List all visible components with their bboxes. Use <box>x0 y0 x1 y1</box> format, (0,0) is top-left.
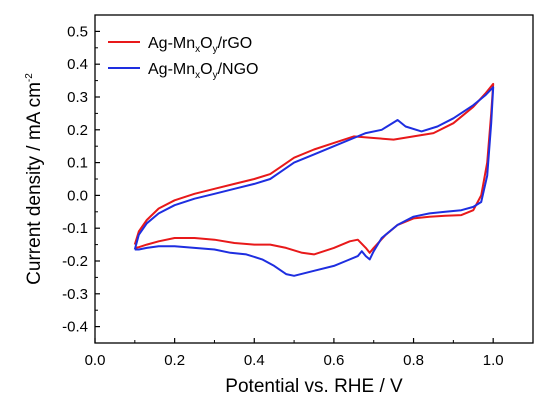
y-axis-title-main: Current density / mA cm <box>24 82 45 285</box>
series-line-ngo <box>133 86 495 277</box>
y-axis-title: Current density / mA cm-2 <box>24 73 45 285</box>
x-tick-label: 0.6 <box>323 352 344 369</box>
x-tick-label: 0.8 <box>403 352 424 369</box>
legend-ngo-sub-x: x <box>195 70 200 81</box>
y-tick-label: 0.4 <box>67 56 88 73</box>
y-tick-label: -0.2 <box>62 253 88 270</box>
y-tick-label: 0.0 <box>67 187 88 204</box>
legend-rgo-suffix: /rGO <box>218 35 253 52</box>
y-axis: -0.4 -0.3 -0.2 -0.1 0.0 0.1 0.2 0.3 0.4 0.5 <box>62 23 100 336</box>
y-tick-label: 0.2 <box>67 122 88 139</box>
y-tick-label: -0.4 <box>62 319 88 336</box>
y-tick-label: -0.3 <box>62 286 88 303</box>
y-tick-label: 0.3 <box>67 89 88 106</box>
series-layer <box>133 82 495 277</box>
legend-ngo-suffix: /NGO <box>218 61 259 78</box>
legend-ngo-mid: O <box>200 61 212 78</box>
legend: Ag-MnxOy/rGO Ag-MnxOy/NGO <box>108 35 258 81</box>
y-tick-label: -0.1 <box>62 220 88 237</box>
y-tick-label: 0.5 <box>67 23 88 40</box>
x-tick-label: 1.0 <box>483 352 504 369</box>
legend-rgo-mid: O <box>200 35 212 52</box>
legend-rgo-sub-y: y <box>213 44 218 55</box>
x-tick-label: 0.0 <box>85 352 106 369</box>
legend-rgo-base: Ag-Mn <box>148 35 195 52</box>
x-axis-title: Potential vs. RHE / V <box>225 376 403 397</box>
y-tick-label: 0.1 <box>67 155 88 172</box>
legend-rgo-sub-x: x <box>195 44 200 55</box>
y-axis-title-superscript: -2 <box>24 73 35 82</box>
legend-label-ngo: Ag-MnxOy/NGO <box>148 61 258 81</box>
x-tick-label: 0.2 <box>164 352 185 369</box>
x-tick-label: 0.4 <box>244 352 265 369</box>
legend-ngo-sub-y: y <box>213 70 218 81</box>
x-axis: 0.0 0.2 0.4 0.6 0.8 1.0 <box>85 338 504 369</box>
legend-ngo-base: Ag-Mn <box>148 61 195 78</box>
legend-label-rgo: Ag-MnxOy/rGO <box>148 35 252 55</box>
series-line-rgo <box>133 82 495 256</box>
